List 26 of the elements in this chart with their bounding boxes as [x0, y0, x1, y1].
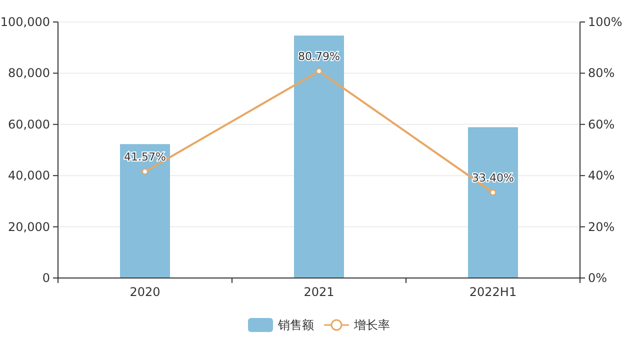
- data-label: 33.40%: [472, 171, 514, 184]
- bar: [468, 127, 518, 278]
- y2-tick-label: 60%: [588, 117, 615, 132]
- y-tick-label: 40,000: [8, 168, 50, 183]
- x-tick-label: 2022H1: [469, 285, 517, 299]
- x-tick-label: 2020: [130, 285, 160, 299]
- y-tick-label: 100,000: [0, 15, 50, 29]
- data-label: 41.57%: [124, 150, 166, 164]
- x-tick-label: 2021: [304, 285, 334, 299]
- bar: [294, 36, 344, 278]
- y2-tick-label: 100%: [588, 15, 622, 29]
- y2-tick-label: 0%: [588, 271, 608, 285]
- point: [490, 189, 496, 196]
- data-label: 80.79%: [298, 50, 340, 64]
- y2-tick-label: 80%: [588, 66, 615, 80]
- bar: [120, 144, 170, 278]
- legend-label: 销售额: [277, 318, 314, 332]
- y-tick-label: 0: [42, 271, 50, 285]
- y-tick-label: 80,000: [8, 66, 50, 80]
- y2-tick-label: 40%: [588, 168, 615, 183]
- point: [316, 68, 322, 74]
- y-tick-label: 60,000: [8, 117, 50, 132]
- y2-tick-label: 20%: [588, 220, 615, 234]
- y-tick-label: 20,000: [8, 220, 50, 234]
- point: [142, 168, 148, 175]
- legend-label: 增长率: [353, 318, 390, 332]
